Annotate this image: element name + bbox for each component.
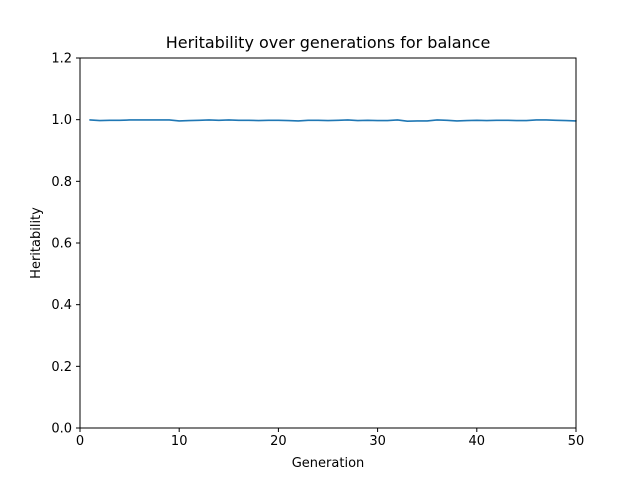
x-tick-label: 10 — [171, 434, 188, 449]
x-axis-label: Generation — [292, 456, 365, 471]
y-tick-label: 0.2 — [51, 360, 72, 375]
y-tick-label: 0.0 — [51, 422, 72, 437]
y-axis-ticks: 0.0 0.2 0.4 0.6 0.8 1.0 1.2 — [51, 52, 80, 437]
x-tick-label: 50 — [568, 434, 585, 449]
x-tick-label: 0 — [76, 434, 84, 449]
chart-title: Heritability over generations for balanc… — [166, 33, 491, 52]
y-tick-label: 0.4 — [51, 298, 72, 313]
x-tick-label: 30 — [369, 434, 386, 449]
y-tick-label: 1.2 — [51, 52, 72, 67]
x-tick-label: 20 — [270, 434, 287, 449]
x-tick-label: 40 — [469, 434, 486, 449]
y-tick-label: 1.0 — [51, 113, 72, 128]
series-layer — [89, 119, 577, 123]
x-axis-ticks: 0 10 20 30 40 50 — [76, 428, 584, 449]
y-axis-label: Heritability — [29, 207, 44, 279]
y-tick-label: 0.6 — [51, 237, 72, 252]
series-line-0 — [89, 119, 577, 123]
y-tick-label: 0.8 — [51, 175, 72, 190]
